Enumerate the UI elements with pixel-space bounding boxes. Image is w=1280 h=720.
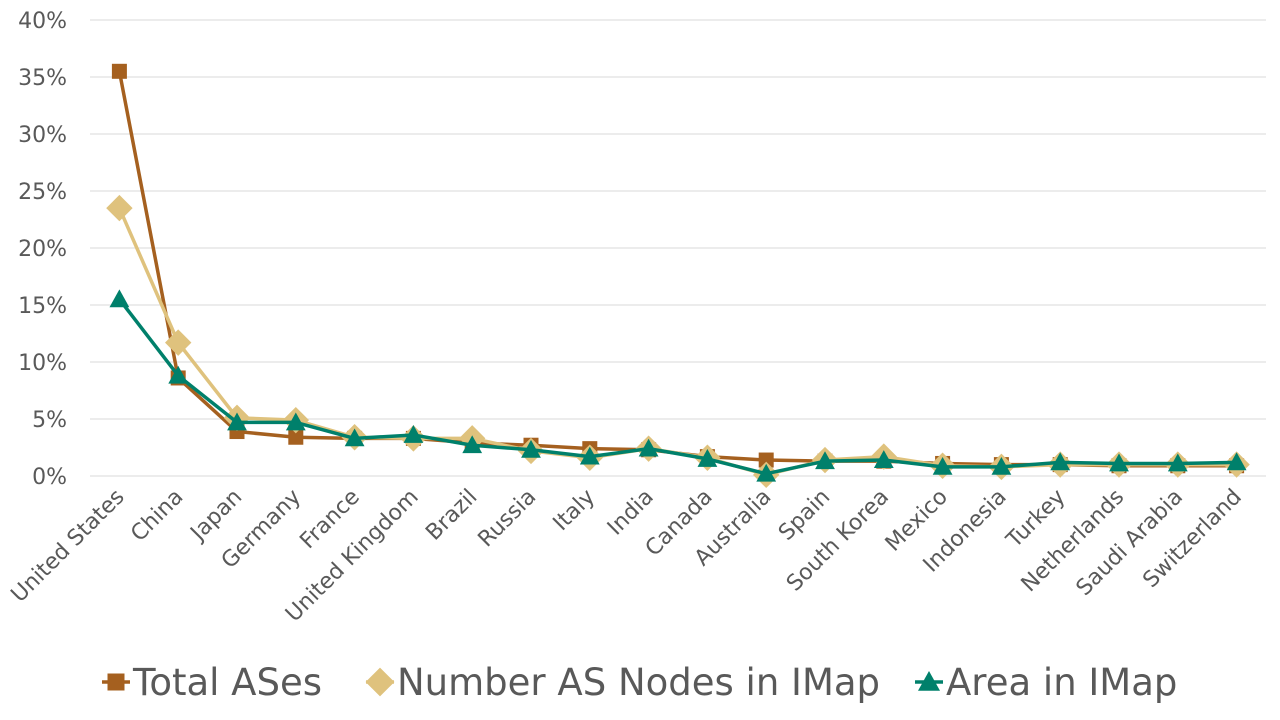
data-point-number-as-nodes-in-imap-china bbox=[165, 329, 192, 356]
y-tick-label: 20% bbox=[18, 237, 67, 262]
y-tick-label: 40% bbox=[18, 9, 67, 34]
legend-label: Area in IMap bbox=[946, 661, 1177, 704]
legend-marker-diamond bbox=[365, 667, 395, 697]
y-tick-label: 5% bbox=[32, 408, 67, 433]
grid-lines bbox=[90, 19, 1266, 477]
legend-item-number-as-nodes-in-imap: Number AS Nodes in IMap bbox=[365, 661, 880, 704]
data-point-area-in-imap-indonesia bbox=[991, 456, 1012, 475]
data-point-area-in-imap-mexico bbox=[932, 456, 953, 475]
x-tick-label-brazil: Brazil bbox=[421, 485, 482, 546]
y-tick-label: 10% bbox=[18, 351, 67, 376]
legend-marker-square bbox=[107, 673, 125, 691]
x-tick-label-netherlands: Netherlands bbox=[1017, 485, 1130, 598]
data-point-area-in-imap-italy bbox=[579, 446, 600, 465]
y-tick-label: 15% bbox=[18, 294, 67, 319]
data-point-area-in-imap-france bbox=[344, 428, 365, 447]
data-point-area-in-imap-australia bbox=[756, 463, 777, 482]
data-point-area-in-imap-netherlands bbox=[1109, 453, 1129, 472]
data-point-number-as-nodes-in-imap-united-states bbox=[106, 194, 133, 222]
series-area-in-imap bbox=[109, 289, 1247, 482]
data-point-area-in-imap-south-korea bbox=[873, 450, 894, 468]
legend-item-total-ases: Total ASes bbox=[102, 661, 322, 704]
x-axis-tick-labels: United StatesChinaJapanGermanyFranceUnit… bbox=[7, 485, 1247, 628]
data-point-area-in-imap-germany bbox=[285, 412, 306, 431]
data-point-area-in-imap-saudi-arabia bbox=[1167, 453, 1188, 472]
series-total-ases bbox=[111, 63, 1245, 474]
data-point-area-in-imap-switzerland bbox=[1226, 452, 1247, 471]
x-tick-label-russia: Russia bbox=[474, 485, 542, 553]
y-tick-label: 35% bbox=[18, 66, 67, 91]
legend: Total ASes Number AS Nodes in IMap Area in… bbox=[102, 661, 1177, 704]
data-point-total-ases-australia bbox=[758, 452, 774, 468]
legend-label: Total ASes bbox=[132, 661, 322, 704]
legend-label: Number AS Nodes in IMap bbox=[397, 661, 880, 704]
data-point-area-in-imap-united-states bbox=[109, 289, 130, 308]
y-axis-tick-labels: 0% 5% 10% 15% 20% 25% 30% 35% 40% bbox=[18, 9, 67, 490]
x-tick-label-china: China bbox=[126, 485, 188, 547]
data-point-area-in-imap-japan bbox=[227, 412, 247, 431]
data-point-area-in-imap-brazil bbox=[462, 435, 483, 454]
y-tick-label: 25% bbox=[18, 180, 67, 205]
legend-marker-triangle bbox=[918, 671, 940, 691]
series-number-as-nodes-in-imap bbox=[106, 194, 1250, 489]
series-line-area-in-imap bbox=[118, 298, 1237, 476]
y-tick-label: 30% bbox=[18, 123, 67, 148]
data-point-area-in-imap-turkey bbox=[1050, 452, 1071, 471]
x-tick-label-united-states: United States bbox=[7, 485, 130, 608]
legend-item-area-in-imap: Area in IMap bbox=[915, 661, 1177, 704]
data-point-area-in-imap-spain bbox=[815, 451, 835, 470]
data-point-area-in-imap-united-kingdom bbox=[403, 425, 424, 443]
data-point-area-in-imap-china bbox=[168, 365, 189, 384]
data-point-total-ases-united-states bbox=[111, 63, 127, 79]
data-point-area-in-imap-canada bbox=[697, 449, 718, 467]
series-line-total-ases bbox=[117, 70, 1237, 468]
data-point-area-in-imap-india bbox=[638, 438, 659, 457]
x-tick-label-italy: Italy bbox=[549, 485, 600, 536]
x-tick-label-india: India bbox=[603, 485, 659, 541]
data-point-total-ases-germany bbox=[288, 429, 304, 445]
series-layer bbox=[106, 63, 1250, 489]
data-point-area-in-imap-russia bbox=[521, 439, 541, 458]
x-tick-label-south-korea: South Korea bbox=[782, 485, 894, 597]
y-tick-label: 0% bbox=[32, 465, 67, 490]
